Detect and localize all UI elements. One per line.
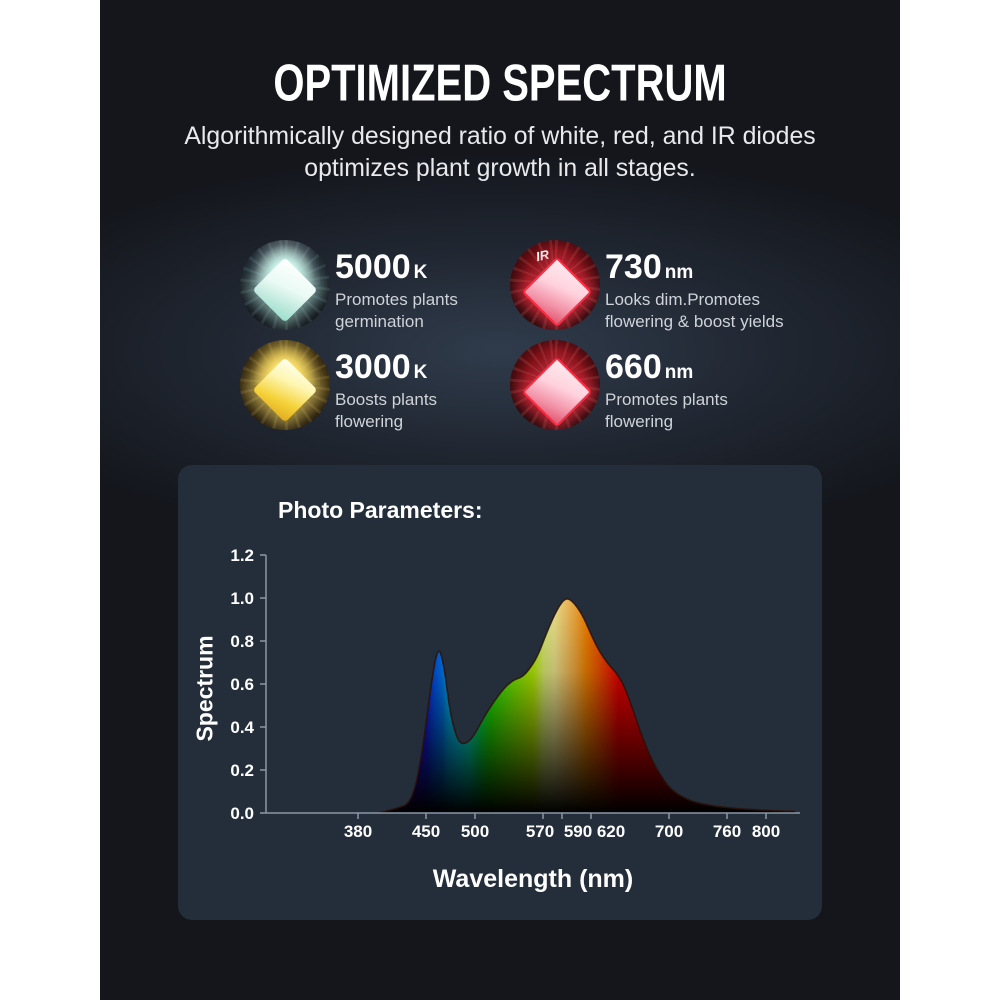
svg-text:1.0: 1.0	[230, 589, 254, 608]
svg-text:0.6: 0.6	[230, 675, 254, 694]
svg-text:700: 700	[655, 822, 683, 841]
svg-text:450: 450	[412, 822, 440, 841]
svg-text:380: 380	[344, 822, 372, 841]
svg-text:0.8: 0.8	[230, 632, 254, 651]
svg-text:500: 500	[461, 822, 489, 841]
svg-text:0.0: 0.0	[230, 804, 254, 823]
svg-text:0.4: 0.4	[230, 718, 254, 737]
svg-text:0.2: 0.2	[230, 761, 254, 780]
svg-text:590: 590	[564, 822, 592, 841]
svg-text:1.2: 1.2	[230, 546, 254, 565]
svg-text:760: 760	[713, 822, 741, 841]
svg-text:620: 620	[597, 822, 625, 841]
svg-text:570: 570	[526, 822, 554, 841]
svg-text:800: 800	[752, 822, 780, 841]
